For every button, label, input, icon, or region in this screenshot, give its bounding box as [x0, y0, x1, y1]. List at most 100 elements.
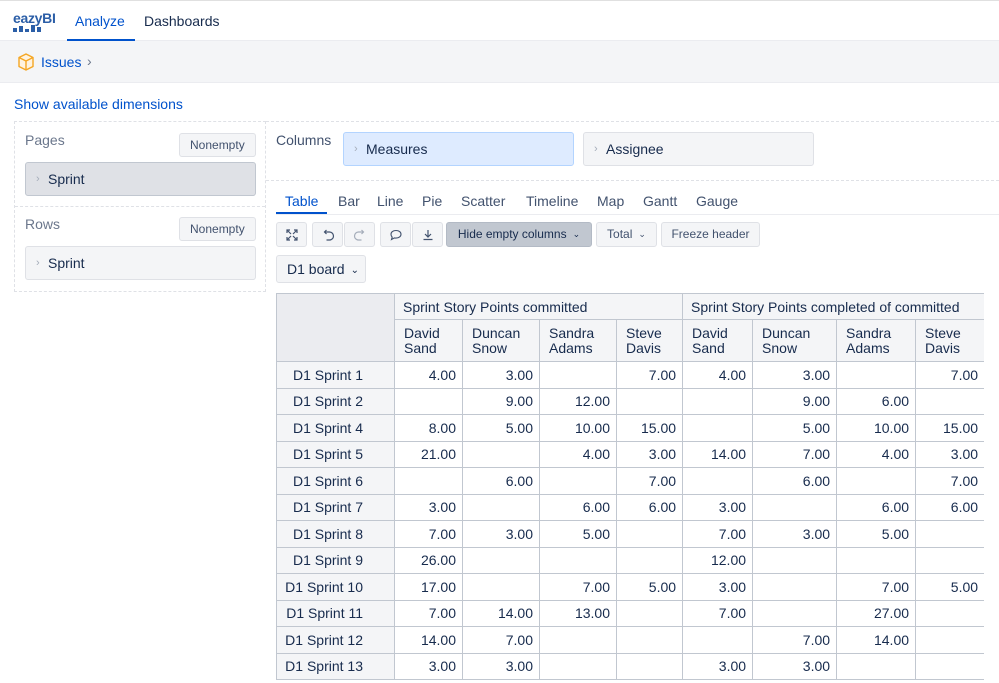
breadcrumb-issues-link[interactable]: Issues: [41, 54, 82, 70]
row-header-sprint[interactable]: D1 Sprint 10: [276, 573, 395, 601]
tab-scatter[interactable]: Scatter: [461, 193, 506, 209]
table-cell: 3.00: [752, 652, 838, 680]
table-row: D1 Sprint 6 6.00 7.00 6.00 7.00: [276, 467, 984, 495]
table-cell: 7.00: [462, 626, 540, 654]
table-cell: 8.00: [394, 414, 463, 442]
row-header-sprint[interactable]: D1 Sprint 1: [276, 361, 395, 389]
page-filter-select[interactable]: D1 board ⌄: [276, 255, 366, 283]
row-header-sprint[interactable]: D1 Sprint 11: [276, 599, 395, 627]
assignee-name-part: Adams: [549, 339, 593, 356]
tab-gantt[interactable]: Gantt: [643, 193, 678, 209]
expand-icon: [285, 228, 298, 241]
nav-tab-dashboards[interactable]: Dashboards: [144, 13, 220, 29]
rows-sprint-dimension[interactable]: › Sprint: [25, 246, 256, 280]
table-cell: 4.00: [682, 361, 754, 389]
tab-gauge[interactable]: Gauge: [696, 193, 739, 209]
columns-assignee-dimension[interactable]: › Assignee: [583, 132, 814, 166]
table-row: D1 Sprint 10 17.00 7.00 5.00 3.00 7.00 5.00: [276, 573, 984, 601]
column-group-header[interactable]: Sprint Story Points committed: [393, 293, 684, 320]
table-cell: 7.00: [394, 599, 463, 627]
assignee-column-header[interactable]: Steve Davis: [915, 319, 984, 362]
table-cell: 13.00: [539, 599, 617, 627]
table-cell: 7.00: [615, 361, 684, 389]
pages-nonempty-button[interactable]: Nonempty: [179, 133, 256, 157]
comment-icon: [389, 229, 402, 241]
top-nav: eazyBI Analyze Dashboards: [0, 0, 999, 41]
eazybi-logo[interactable]: eazyBI: [13, 11, 59, 33]
rows-nonempty-button[interactable]: Nonempty: [179, 217, 256, 241]
table-cell: 3.00: [752, 361, 838, 389]
table-cell: 6.00: [752, 467, 838, 495]
chevron-right-icon[interactable]: ›: [87, 53, 92, 69]
nav-tab-analyze[interactable]: Analyze: [75, 13, 125, 29]
assignee-name-part: Snow: [472, 339, 508, 356]
table-cell: 3.00: [615, 440, 684, 468]
row-header-sprint[interactable]: D1 Sprint 13: [276, 652, 395, 680]
table-cell: [915, 599, 984, 627]
assignee-column-header[interactable]: David Sand: [394, 319, 463, 362]
table-cell: [836, 652, 917, 680]
comment-button[interactable]: [380, 222, 411, 247]
tab-table[interactable]: Table: [285, 193, 319, 209]
assignee-name-part: Steve: [626, 324, 662, 341]
assignee-name-part: Sand: [692, 339, 725, 356]
dimension-label: Measures: [366, 141, 428, 157]
table-cell: 4.00: [394, 361, 463, 389]
dimension-label: Sprint: [48, 255, 85, 271]
expand-button[interactable]: [276, 222, 307, 247]
table-row: D1 Sprint 13 3.00 3.00 3.00 3.00: [276, 652, 984, 680]
row-header-sprint[interactable]: D1 Sprint 8: [276, 520, 395, 548]
undo-button[interactable]: [312, 222, 343, 247]
table-cell: 26.00: [394, 546, 463, 574]
table-cell: [915, 626, 984, 654]
tab-map[interactable]: Map: [597, 193, 625, 209]
table-cell: 14.00: [836, 626, 917, 654]
tab-timeline[interactable]: Timeline: [526, 193, 579, 209]
table-cell: 3.00: [682, 493, 754, 521]
table-cell: 6.00: [836, 387, 917, 415]
chevron-right-icon: ›: [594, 143, 598, 155]
assignee-column-header[interactable]: Duncan Snow: [752, 319, 838, 362]
row-header-sprint[interactable]: D1 Sprint 4: [276, 414, 395, 442]
row-header-sprint[interactable]: D1 Sprint 6: [276, 467, 395, 495]
tab-bar[interactable]: Bar: [338, 193, 360, 209]
columns-measures-dimension[interactable]: › Measures: [343, 132, 574, 166]
freeze-header-label: Freeze header: [671, 227, 750, 241]
row-header-sprint[interactable]: D1 Sprint 7: [276, 493, 395, 521]
table-cell: [615, 520, 684, 548]
freeze-header-button[interactable]: Freeze header: [661, 222, 760, 247]
total-dropdown[interactable]: Total ⌄: [596, 222, 657, 247]
table-cell: 6.00: [615, 493, 684, 521]
pages-sprint-dimension[interactable]: › Sprint: [25, 162, 256, 196]
table-cell: 7.00: [682, 599, 754, 627]
table-cell: [752, 493, 838, 521]
assignee-column-header[interactable]: Steve Davis: [615, 319, 684, 362]
assignee-column-header[interactable]: Duncan Snow: [462, 319, 540, 362]
hide-empty-columns-button[interactable]: Hide empty columns ⌄: [446, 222, 592, 247]
table-cell: [682, 414, 754, 442]
row-header-sprint[interactable]: D1 Sprint 2: [276, 387, 395, 415]
assignee-column-header[interactable]: David Sand: [682, 319, 754, 362]
row-header-sprint[interactable]: D1 Sprint 9: [276, 546, 395, 574]
table-cell: 6.00: [836, 493, 917, 521]
row-header-sprint[interactable]: D1 Sprint 5: [276, 440, 395, 468]
column-group-header[interactable]: Sprint Story Points completed of committ…: [682, 293, 984, 320]
table-cell: [915, 520, 984, 548]
divider: [15, 206, 265, 207]
export-button[interactable]: [412, 222, 443, 247]
table-row: D1 Sprint 11 7.00 14.00 13.00 7.00 27.00: [276, 599, 984, 627]
total-label: Total: [607, 227, 633, 241]
row-header-sprint[interactable]: D1 Sprint 12: [276, 626, 395, 654]
pivot-table: Sprint Story Points committed Sprint Sto…: [276, 293, 984, 680]
tab-line[interactable]: Line: [377, 193, 404, 209]
redo-button[interactable]: [344, 222, 375, 247]
tab-pie[interactable]: Pie: [422, 193, 443, 209]
assignee-column-header[interactable]: Sandra Adams: [836, 319, 917, 362]
table-cell: [836, 546, 917, 574]
table-cell: [752, 546, 838, 574]
table-cell: [836, 361, 917, 389]
table-cell: [462, 440, 540, 468]
assignee-column-header[interactable]: Sandra Adams: [539, 319, 617, 362]
show-available-dimensions-link[interactable]: Show available dimensions: [14, 96, 183, 112]
table-cell: 12.00: [539, 387, 617, 415]
